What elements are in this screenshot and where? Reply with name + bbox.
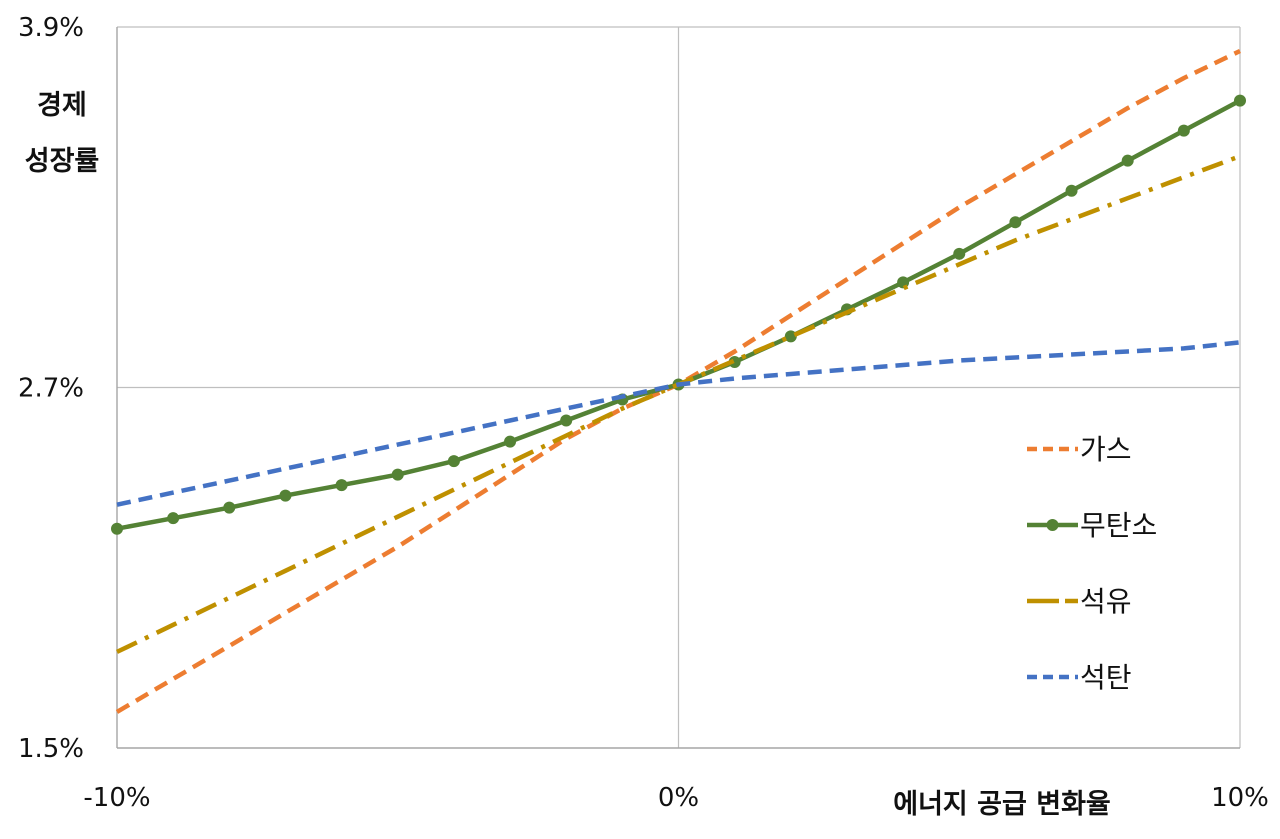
series-1-point-16 (1009, 216, 1022, 229)
y-axis-title-line-0: 경제 (37, 90, 87, 121)
legend-item-0: 가스 (1027, 433, 1132, 466)
series-1-point-17 (1065, 184, 1078, 197)
series-1-point-11 (728, 355, 741, 368)
legend-label-1: 무탄소 (1080, 509, 1157, 542)
series-lines (111, 48, 1246, 714)
x-tick-label-1: 0% (658, 783, 699, 813)
y-tick-label-0: 1.5% (18, 734, 84, 764)
series-1-point-3 (279, 489, 292, 502)
legend-item-2: 석유 (1027, 585, 1132, 618)
tick-labels: 1.5% 2.7% 3.9% -10% 0% 10% (18, 13, 1269, 813)
x-axis-title: 에너지 공급 변화율 (893, 789, 1111, 820)
series-1-point-19 (1177, 124, 1190, 137)
legend-item-1: 무탄소 (1027, 509, 1157, 542)
y-tick-label-1: 2.7% (18, 374, 84, 404)
legend-marker-1 (1046, 519, 1059, 531)
series-1-point-0 (111, 522, 123, 535)
legend-item-3: 석탄 (1027, 661, 1132, 694)
series-1-point-4 (335, 479, 348, 492)
series-1-point-5 (391, 468, 404, 481)
y-axis-title-line-1: 성장률 (25, 146, 100, 177)
series-1-point-1 (167, 512, 180, 525)
series-1-point-8 (560, 414, 573, 427)
x-tick-label-0: -10% (83, 783, 150, 813)
series-1-point-18 (1121, 154, 1134, 167)
legend-label-0: 가스 (1080, 433, 1132, 466)
series-1-point-6 (447, 455, 460, 468)
series-1-point-7 (504, 435, 517, 448)
series-1-point-20 (1234, 94, 1246, 107)
legend-label-2: 석유 (1080, 585, 1132, 618)
x-tick-label-2: 10% (1211, 783, 1269, 813)
series-line-3 (116, 340, 1241, 507)
legend-label-3: 석탄 (1080, 661, 1132, 694)
y-tick-label-2: 3.9% (18, 13, 84, 43)
series-1-point-15 (953, 247, 966, 260)
axes (116, 27, 1240, 749)
series-1-point-2 (223, 501, 236, 514)
